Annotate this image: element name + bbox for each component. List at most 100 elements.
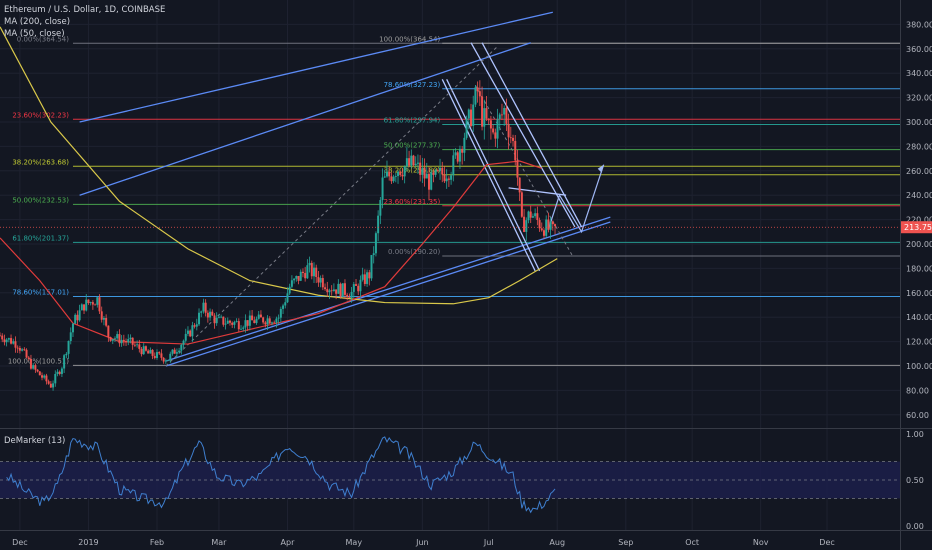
candle-body bbox=[175, 352, 178, 354]
candle-body bbox=[498, 114, 501, 119]
last-price-label: 213.75 bbox=[904, 223, 932, 232]
candle-body bbox=[536, 213, 539, 220]
candle-body bbox=[512, 137, 515, 141]
symbol-title[interactable]: Ethereum / U.S. Dollar, 1D, COINBASE bbox=[4, 5, 166, 15]
y-tick-label: 380.00 bbox=[906, 20, 932, 29]
candle-body bbox=[494, 132, 497, 139]
y-tick-label: 140.00 bbox=[906, 313, 932, 322]
demarker-legend[interactable]: DeMarker (13) bbox=[4, 436, 66, 446]
candle-body bbox=[240, 328, 243, 330]
candle-body bbox=[0, 335, 1, 337]
candle-body bbox=[514, 140, 517, 161]
demarker-tick-label: 0.00 bbox=[906, 522, 924, 531]
y-tick-label: 260.00 bbox=[906, 167, 932, 176]
candle-body bbox=[235, 321, 238, 322]
candle-body bbox=[381, 177, 384, 201]
candle-body bbox=[202, 302, 205, 312]
candle-body bbox=[277, 317, 280, 319]
ma-fast-legend[interactable]: MA (50, close) bbox=[4, 29, 65, 39]
candle-body bbox=[131, 337, 134, 345]
candle-body bbox=[339, 283, 342, 297]
candle-body bbox=[425, 173, 428, 179]
candle-body bbox=[377, 215, 380, 234]
candle-body bbox=[118, 334, 121, 344]
candle-body bbox=[520, 192, 523, 217]
candle-body bbox=[335, 289, 338, 294]
candle-body bbox=[472, 104, 475, 126]
projection-arrow bbox=[597, 164, 604, 173]
candle-body bbox=[452, 155, 455, 176]
candle-body bbox=[538, 219, 541, 229]
candle-body bbox=[507, 123, 510, 138]
candle-body bbox=[315, 267, 318, 278]
candle-body bbox=[164, 360, 167, 362]
candle-body bbox=[224, 323, 227, 325]
candle-body bbox=[421, 168, 424, 175]
candle-body bbox=[463, 137, 466, 153]
candle-body bbox=[317, 277, 320, 283]
candle-body bbox=[330, 290, 333, 292]
candle-body bbox=[78, 310, 81, 321]
candle-body bbox=[321, 278, 324, 288]
candle-body bbox=[423, 168, 426, 179]
fib-level-label: 78.60%(327.23) bbox=[384, 81, 441, 89]
candle-body bbox=[401, 174, 404, 177]
candle-body bbox=[427, 173, 430, 190]
candle-body bbox=[43, 375, 46, 378]
candle-body bbox=[341, 283, 344, 297]
candle-body bbox=[193, 325, 196, 327]
candle-body bbox=[549, 221, 552, 230]
candle-body bbox=[542, 230, 545, 236]
ma-slow-legend[interactable]: MA (200, close) bbox=[4, 17, 71, 27]
candle-body bbox=[41, 375, 44, 378]
candle-body bbox=[83, 304, 86, 311]
candle-body bbox=[198, 312, 201, 325]
candle-body bbox=[408, 158, 411, 166]
candle-body bbox=[379, 200, 382, 216]
candle-body bbox=[149, 349, 152, 354]
candle-body bbox=[38, 371, 41, 376]
candle-body bbox=[301, 271, 304, 274]
fib-level-label: 23.60%(302.23) bbox=[12, 111, 69, 119]
moving-average-line bbox=[0, 26, 558, 305]
candle-body bbox=[352, 284, 355, 292]
x-tick-label: Oct bbox=[685, 538, 699, 547]
y-tick-label: 300.00 bbox=[906, 118, 932, 127]
candle-body bbox=[551, 221, 554, 225]
candle-body bbox=[16, 347, 19, 349]
candle-body bbox=[368, 272, 371, 279]
candle-body bbox=[405, 158, 408, 167]
candle-body bbox=[52, 383, 55, 388]
candle-body bbox=[18, 347, 21, 351]
candle-body bbox=[383, 176, 386, 178]
candle-body bbox=[195, 324, 198, 327]
x-tick-label: Jul bbox=[483, 538, 494, 547]
candle-body bbox=[251, 315, 254, 321]
candle-body bbox=[29, 358, 32, 369]
candle-body bbox=[518, 177, 521, 193]
x-tick-label: 2019 bbox=[78, 538, 98, 547]
candle-body bbox=[478, 91, 481, 97]
candle-body bbox=[171, 349, 174, 354]
candle-body bbox=[14, 341, 17, 348]
y-tick-label: 120.00 bbox=[906, 338, 932, 347]
candle-body bbox=[182, 340, 185, 345]
candle-body bbox=[34, 365, 37, 370]
candle-body bbox=[492, 128, 495, 133]
candle-body bbox=[275, 318, 278, 323]
candle-body bbox=[481, 96, 484, 127]
y-tick-label: 60.00 bbox=[906, 411, 929, 420]
candle-body bbox=[527, 211, 530, 221]
candle-body bbox=[63, 355, 66, 369]
y-tick-label: 100.00 bbox=[906, 362, 932, 371]
candle-body bbox=[439, 167, 442, 171]
candle-body bbox=[547, 219, 550, 230]
fib-level-label: 61.80%(201.37) bbox=[12, 234, 69, 242]
x-tick-label: Feb bbox=[150, 538, 164, 547]
candle-body bbox=[85, 299, 88, 311]
candle-body bbox=[359, 279, 362, 292]
candle-body bbox=[308, 262, 311, 266]
candle-body bbox=[233, 321, 236, 325]
candle-body bbox=[259, 314, 262, 318]
